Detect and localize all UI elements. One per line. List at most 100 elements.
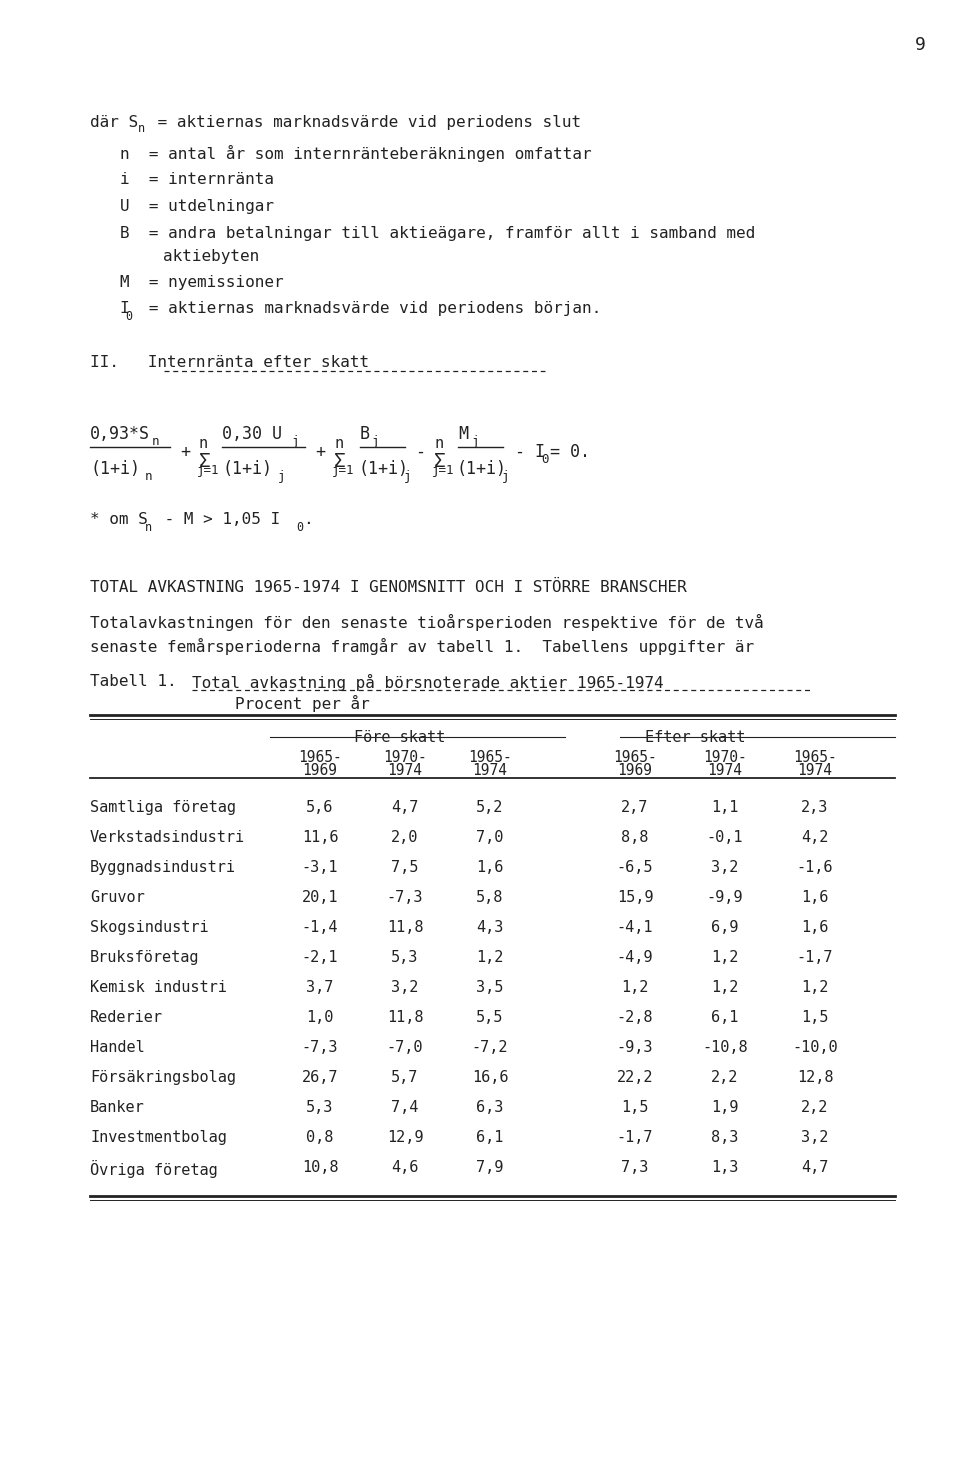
- Text: j: j: [472, 435, 479, 448]
- Text: Σ: Σ: [199, 451, 211, 471]
- Text: 4,7: 4,7: [802, 1159, 828, 1176]
- Text: (1+i): (1+i): [456, 460, 506, 478]
- Text: 1974: 1974: [388, 763, 422, 777]
- Text: TOTAL AVKASTNING 1965-1974 I GENOMSNITT OCH I STÖRRE BRANSCHER: TOTAL AVKASTNING 1965-1974 I GENOMSNITT …: [90, 580, 686, 594]
- Text: 1965-: 1965-: [613, 749, 657, 766]
- Text: 6,1: 6,1: [711, 1010, 738, 1025]
- Text: -: -: [415, 442, 425, 462]
- Text: 11,6: 11,6: [301, 830, 338, 845]
- Text: -3,1: -3,1: [301, 860, 338, 875]
- Text: 22,2: 22,2: [616, 1069, 653, 1086]
- Text: 7,0: 7,0: [476, 830, 504, 845]
- Text: Före skatt: Före skatt: [354, 730, 445, 745]
- Text: -4,1: -4,1: [616, 920, 653, 935]
- Text: B: B: [360, 425, 370, 442]
- Text: j: j: [292, 435, 300, 448]
- Text: n: n: [199, 437, 208, 451]
- Text: 1970-: 1970-: [703, 749, 747, 766]
- Text: 5,5: 5,5: [476, 1010, 504, 1025]
- Text: 0,93*S: 0,93*S: [90, 425, 150, 442]
- Text: 1,6: 1,6: [476, 860, 504, 875]
- Text: 3,7: 3,7: [306, 979, 334, 996]
- Text: 5,7: 5,7: [392, 1069, 419, 1086]
- Text: Σ: Σ: [434, 451, 445, 471]
- Text: 16,6: 16,6: [471, 1069, 508, 1086]
- Text: 1,2: 1,2: [802, 979, 828, 996]
- Text: Handel: Handel: [90, 1040, 145, 1055]
- Text: 0: 0: [541, 453, 548, 466]
- Text: (1+i): (1+i): [90, 460, 140, 478]
- Text: - M > 1,05 I: - M > 1,05 I: [155, 512, 280, 527]
- Text: n  = antal år som internränteberäkningen omfattar: n = antal år som internränteberäkningen …: [120, 145, 591, 162]
- Text: 4,6: 4,6: [392, 1159, 419, 1176]
- Text: 5,2: 5,2: [476, 799, 504, 816]
- Text: B  = andra betalningar till aktieägare, framför allt i samband med: B = andra betalningar till aktieägare, f…: [120, 226, 756, 240]
- Text: n: n: [434, 437, 444, 451]
- Text: j: j: [404, 471, 412, 482]
- Text: 2,0: 2,0: [392, 830, 419, 845]
- Text: Rederier: Rederier: [90, 1010, 163, 1025]
- Text: j=1: j=1: [197, 465, 220, 476]
- Text: 1974: 1974: [798, 763, 832, 777]
- Text: 1965-: 1965-: [299, 749, 342, 766]
- Text: 1970-: 1970-: [383, 749, 427, 766]
- Text: 3,5: 3,5: [476, 979, 504, 996]
- Text: -1,4: -1,4: [301, 920, 338, 935]
- Text: Verkstadsindustri: Verkstadsindustri: [90, 830, 245, 845]
- Text: Försäkringsbolag: Försäkringsbolag: [90, 1069, 236, 1086]
- Text: 12,8: 12,8: [797, 1069, 833, 1086]
- Text: 20,1: 20,1: [301, 889, 338, 906]
- Text: Totalavkastningen för den senaste tioårsperioden respektive för de två: Totalavkastningen för den senaste tioårs…: [90, 614, 764, 631]
- Text: 0: 0: [296, 521, 303, 534]
- Text: 4,7: 4,7: [392, 799, 419, 816]
- Text: 4,2: 4,2: [802, 830, 828, 845]
- Text: 5,3: 5,3: [392, 950, 419, 965]
- Text: Σ: Σ: [334, 451, 346, 471]
- Text: -7,2: -7,2: [471, 1040, 508, 1055]
- Text: 6,3: 6,3: [476, 1100, 504, 1115]
- Text: 1,2: 1,2: [711, 950, 738, 965]
- Text: Gruvor: Gruvor: [90, 889, 145, 906]
- Text: 5,3: 5,3: [306, 1100, 334, 1115]
- Text: 0,8: 0,8: [306, 1130, 334, 1145]
- Text: 1965-: 1965-: [793, 749, 837, 766]
- Text: -4,9: -4,9: [616, 950, 653, 965]
- Text: Banker: Banker: [90, 1100, 145, 1115]
- Text: -1,7: -1,7: [616, 1130, 653, 1145]
- Text: n: n: [145, 521, 152, 534]
- Text: 11,8: 11,8: [387, 1010, 423, 1025]
- Text: 8,3: 8,3: [711, 1130, 738, 1145]
- Text: -10,8: -10,8: [702, 1040, 748, 1055]
- Text: Samtliga företag: Samtliga företag: [90, 799, 236, 816]
- Text: Bruksföretag: Bruksföretag: [90, 950, 200, 965]
- Text: Total avkastning på börsnoterade aktier 1965-1974: Total avkastning på börsnoterade aktier …: [192, 674, 663, 690]
- Text: 1,6: 1,6: [802, 889, 828, 906]
- Text: 5,8: 5,8: [476, 889, 504, 906]
- Text: M  = nyemissioner: M = nyemissioner: [120, 274, 283, 291]
- Text: Kemisk industri: Kemisk industri: [90, 979, 227, 996]
- Text: 2,2: 2,2: [711, 1069, 738, 1086]
- Text: 1,6: 1,6: [802, 920, 828, 935]
- Text: 1,2: 1,2: [711, 979, 738, 996]
- Text: 6,9: 6,9: [711, 920, 738, 935]
- Text: -0,1: -0,1: [707, 830, 743, 845]
- Text: U  = utdelningar: U = utdelningar: [120, 199, 274, 214]
- Text: 8,8: 8,8: [621, 830, 649, 845]
- Text: 1,3: 1,3: [711, 1159, 738, 1176]
- Text: Skogsindustri: Skogsindustri: [90, 920, 208, 935]
- Text: j: j: [502, 471, 510, 482]
- Text: 7,9: 7,9: [476, 1159, 504, 1176]
- Text: -9,9: -9,9: [707, 889, 743, 906]
- Text: -2,8: -2,8: [616, 1010, 653, 1025]
- Text: 7,3: 7,3: [621, 1159, 649, 1176]
- Text: n: n: [152, 435, 159, 448]
- Text: = 0.: = 0.: [550, 442, 590, 462]
- Text: -2,1: -2,1: [301, 950, 338, 965]
- Text: 2,2: 2,2: [802, 1100, 828, 1115]
- Text: 1969: 1969: [302, 763, 338, 777]
- Text: j=1: j=1: [332, 465, 354, 476]
- Text: j: j: [278, 471, 285, 482]
- Text: n: n: [145, 471, 153, 482]
- Text: II.   Internränta efter skatt: II. Internränta efter skatt: [90, 355, 370, 370]
- Text: aktiebyten: aktiebyten: [163, 249, 259, 264]
